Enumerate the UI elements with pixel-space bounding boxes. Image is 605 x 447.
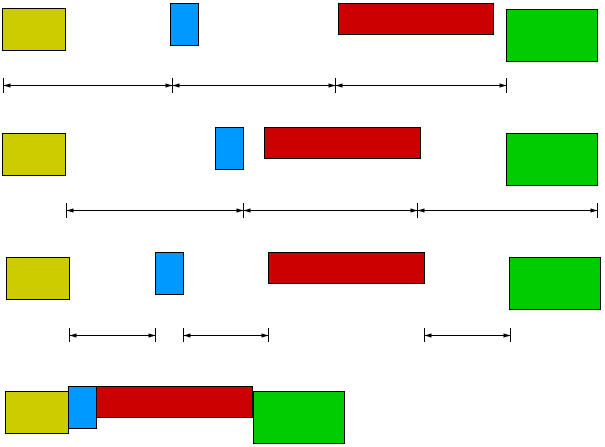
spacing-arrows xyxy=(3,78,507,93)
blue-box xyxy=(170,3,199,46)
row-2 xyxy=(2,127,598,218)
row-4 xyxy=(5,386,345,444)
yellow-box xyxy=(2,133,66,176)
green-box xyxy=(506,9,598,62)
row-1 xyxy=(2,3,598,93)
blue-box xyxy=(68,386,97,429)
green-box xyxy=(506,133,598,186)
yellow-box xyxy=(2,8,66,51)
yellow-box xyxy=(5,391,69,434)
blue-box xyxy=(155,252,184,295)
red-box xyxy=(96,386,253,418)
yellow-box xyxy=(6,257,70,300)
spacing-arrows xyxy=(69,328,511,342)
red-box xyxy=(268,252,425,284)
red-box xyxy=(264,127,421,159)
blue-box xyxy=(215,127,244,170)
green-box xyxy=(253,391,345,444)
red-box xyxy=(338,3,494,35)
green-box xyxy=(509,257,601,310)
spacing-arrows xyxy=(66,203,598,218)
row-3 xyxy=(6,252,601,342)
